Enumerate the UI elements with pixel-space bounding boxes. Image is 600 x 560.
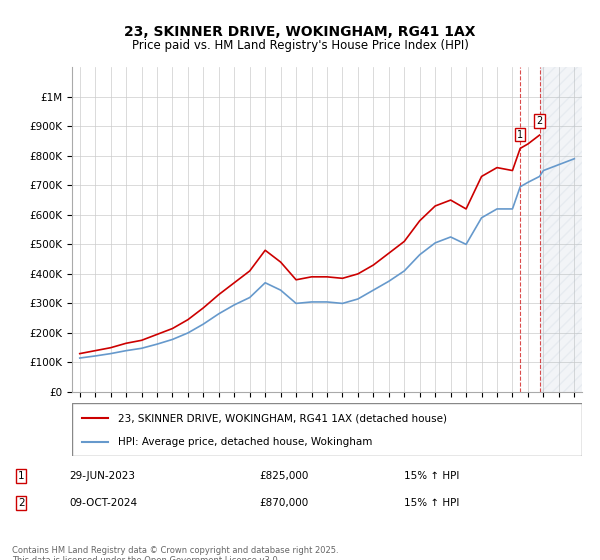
- Text: 2: 2: [536, 116, 542, 126]
- Text: Contains HM Land Registry data © Crown copyright and database right 2025.
This d: Contains HM Land Registry data © Crown c…: [12, 546, 338, 560]
- FancyBboxPatch shape: [72, 403, 582, 456]
- Text: 15% ↑ HPI: 15% ↑ HPI: [404, 471, 459, 481]
- Text: 1: 1: [18, 471, 25, 481]
- Text: 23, SKINNER DRIVE, WOKINGHAM, RG41 1AX: 23, SKINNER DRIVE, WOKINGHAM, RG41 1AX: [124, 25, 476, 39]
- Text: 29-JUN-2023: 29-JUN-2023: [70, 471, 136, 481]
- Text: 23, SKINNER DRIVE, WOKINGHAM, RG41 1AX (detached house): 23, SKINNER DRIVE, WOKINGHAM, RG41 1AX (…: [118, 413, 447, 423]
- Text: Price paid vs. HM Land Registry's House Price Index (HPI): Price paid vs. HM Land Registry's House …: [131, 39, 469, 52]
- Text: HPI: Average price, detached house, Wokingham: HPI: Average price, detached house, Woki…: [118, 436, 372, 446]
- Text: 09-OCT-2024: 09-OCT-2024: [70, 498, 138, 508]
- Bar: [539, 67, 582, 392]
- Text: 15% ↑ HPI: 15% ↑ HPI: [404, 498, 459, 508]
- Text: £870,000: £870,000: [260, 498, 309, 508]
- Text: £825,000: £825,000: [260, 471, 309, 481]
- Text: 1: 1: [517, 129, 523, 139]
- Text: 2: 2: [18, 498, 25, 508]
